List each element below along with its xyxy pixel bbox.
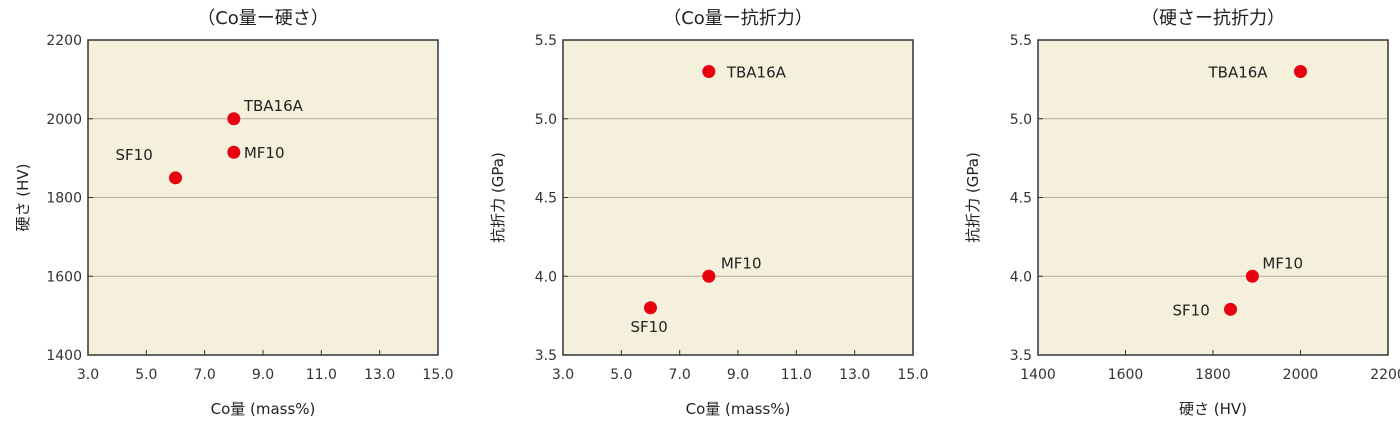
y-tick-label: 5.5 <box>535 33 557 49</box>
data-point-tba16a <box>1294 65 1307 78</box>
chart-panel-2: 3.0 5.0 7.0 9.0 11.0 13.0 15.0 3.5 4.0 4.5 5.0 5.5 （… <box>489 8 929 418</box>
y-tick-label: 4.5 <box>535 191 557 207</box>
chart-title: （Co量ー抗折力） <box>663 8 813 29</box>
y-tick-label: 4.5 <box>1010 191 1032 207</box>
y-tick-label: 4.0 <box>1010 269 1032 285</box>
x-tick-label: 9.0 <box>252 367 274 383</box>
y-tick-label: 5.0 <box>535 112 557 128</box>
x-tick-label: 1600 <box>1108 367 1144 383</box>
data-point-label: TBA16A <box>726 64 787 82</box>
x-tick-label: 7.0 <box>194 367 216 383</box>
chart-title: （Co量ー硬さ） <box>197 8 329 29</box>
data-point-label: MF10 <box>244 144 285 162</box>
y-tick-label: 1400 <box>46 348 82 364</box>
data-point-label: SF10 <box>116 146 153 164</box>
data-point-tba16a <box>227 112 241 126</box>
y-tick-label: 2200 <box>46 33 82 49</box>
x-tick-label: 7.0 <box>669 367 691 383</box>
x-tick-label: 13.0 <box>839 367 870 383</box>
y-tick-label: 1600 <box>46 269 82 285</box>
data-point-tba16a <box>702 65 716 78</box>
x-tick-label: 11.0 <box>781 367 812 383</box>
x-axis-label: Co量 (mass%) <box>211 400 316 418</box>
x-tick-label: 2200 <box>1370 367 1400 383</box>
data-point-sf10 <box>1224 302 1237 316</box>
y-tick-label: 1800 <box>46 191 82 207</box>
x-tick-label: 9.0 <box>727 367 749 383</box>
x-tick-label: 3.0 <box>77 367 99 383</box>
y-tick-label: 5.5 <box>1010 33 1032 49</box>
x-tick-label: 5.0 <box>610 367 632 383</box>
x-tick-label: 15.0 <box>897 367 928 383</box>
x-tick-label: 5.0 <box>135 367 157 383</box>
chart-title: （硬さー抗折力） <box>1141 8 1285 29</box>
y-tick-label: 3.5 <box>535 348 557 364</box>
y-axis-label: 抗折力 (GPa) <box>489 152 507 243</box>
y-tick-label: 4.0 <box>535 269 557 285</box>
data-point-mf10 <box>1245 269 1259 283</box>
x-tick-label: 11.0 <box>306 367 337 383</box>
x-axis-label: 硬さ (HV) <box>1179 400 1247 418</box>
chart-panel-1: 3.0 5.0 7.0 9.0 11.0 13.0 15.0 1400 1600 1800 2000… <box>14 8 454 418</box>
x-tick-label: 1400 <box>1020 367 1056 383</box>
data-point-label: TBA16A <box>1208 64 1269 82</box>
data-point-sf10 <box>169 171 182 185</box>
x-tick-label: 2000 <box>1283 367 1319 383</box>
data-point-mf10 <box>702 269 716 283</box>
x-tick-label: 3.0 <box>552 367 574 383</box>
y-tick-label: 3.5 <box>1010 348 1032 364</box>
data-point-mf10 <box>227 145 241 159</box>
data-point-label: MF10 <box>1262 254 1303 272</box>
data-point-label: SF10 <box>1173 301 1210 319</box>
y-axis-label: 硬さ (HV) <box>14 163 32 231</box>
y-tick-label: 2000 <box>46 112 82 128</box>
y-axis-label: 抗折力 (GPa) <box>964 152 982 243</box>
data-point-label: TBA16A <box>243 97 304 115</box>
data-point-label: MF10 <box>721 254 762 272</box>
x-axis-label: Co量 (mass%) <box>686 400 791 418</box>
chart-panel-3: 1400 1600 1800 2000 2200 3.5 4.0 4.5 5.0 5.5 （硬さー抗… <box>964 8 1400 418</box>
data-point-sf10 <box>644 301 657 315</box>
x-tick-label: 1800 <box>1195 367 1231 383</box>
x-tick-label: 15.0 <box>422 367 453 383</box>
y-tick-label: 5.0 <box>1010 112 1032 128</box>
data-point-label: SF10 <box>631 318 668 336</box>
x-tick-label: 13.0 <box>364 367 395 383</box>
